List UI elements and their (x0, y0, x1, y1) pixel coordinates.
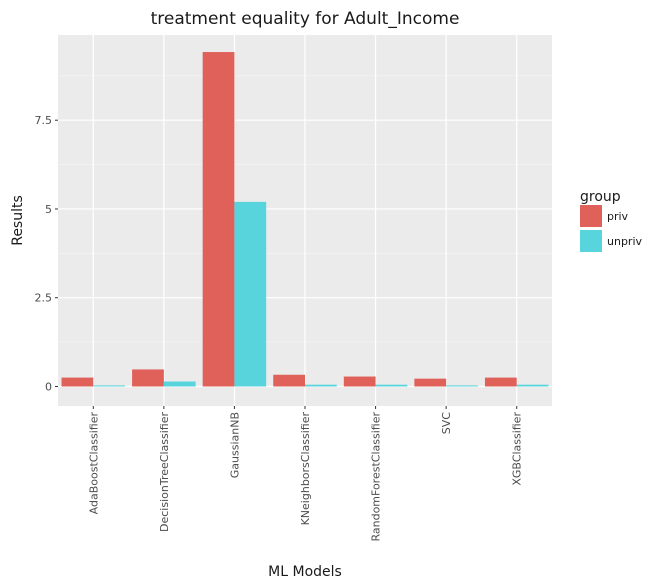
legend-items: priv unpriv (580, 205, 643, 252)
legend-swatch-unpriv (580, 230, 602, 252)
chart-title: treatment equality for Adult_Income (151, 9, 460, 29)
bar-priv-DecisionTreeClassifier (132, 369, 164, 387)
bar-priv-XGBClassifier (484, 377, 517, 387)
bar-unpriv-GaussianNB (234, 201, 267, 387)
x-tick-label: AdaBoostClassifier (87, 412, 100, 515)
legend-label-unpriv: unpriv (607, 235, 643, 248)
x-tick-label: RandomForestClassifier (370, 412, 383, 542)
bar-unpriv-KNeighborsClassifier (305, 384, 337, 387)
bar-unpriv-XGBClassifier (516, 384, 549, 387)
y-tick-label: 0 (45, 380, 52, 393)
y-axis-title: Results (10, 195, 26, 246)
bar-unpriv-SVC (446, 385, 478, 387)
legend-title: group (580, 189, 621, 205)
y-axis: 0 2.5 5 7.5 (35, 114, 58, 393)
y-tick-label: 2.5 (35, 292, 53, 305)
x-tick-label: SVC (440, 412, 453, 435)
y-tick-label: 7.5 (35, 114, 53, 127)
x-axis-title: ML Models (268, 564, 342, 580)
y-tick-label: 5 (45, 203, 52, 216)
bar-priv-GaussianNB (202, 52, 235, 387)
x-tick-label: GaussianNB (228, 412, 241, 478)
bar-unpriv-RandomForestClassifier (375, 384, 408, 387)
legend-label-priv: priv (607, 210, 629, 223)
bar-unpriv-DecisionTreeClassifier (163, 381, 196, 387)
x-tick-label: XGBClassifier (511, 412, 524, 486)
bar-priv-KNeighborsClassifier (273, 374, 305, 387)
x-axis: AdaBoostClassifier DecisionTreeClassifier… (87, 406, 524, 542)
legend: group priv unpriv (580, 189, 643, 252)
bar-priv-RandomForestClassifier (343, 376, 376, 387)
bars (61, 52, 549, 387)
x-tick-label: DecisionTreeClassifier (158, 412, 171, 532)
legend-swatch-priv (580, 205, 602, 227)
bar-priv-AdaBoostClassifier (61, 377, 94, 387)
x-tick-label: KNeighborsClassifier (299, 412, 312, 526)
bar-unpriv-AdaBoostClassifier (93, 385, 126, 387)
bar-priv-SVC (414, 378, 447, 387)
